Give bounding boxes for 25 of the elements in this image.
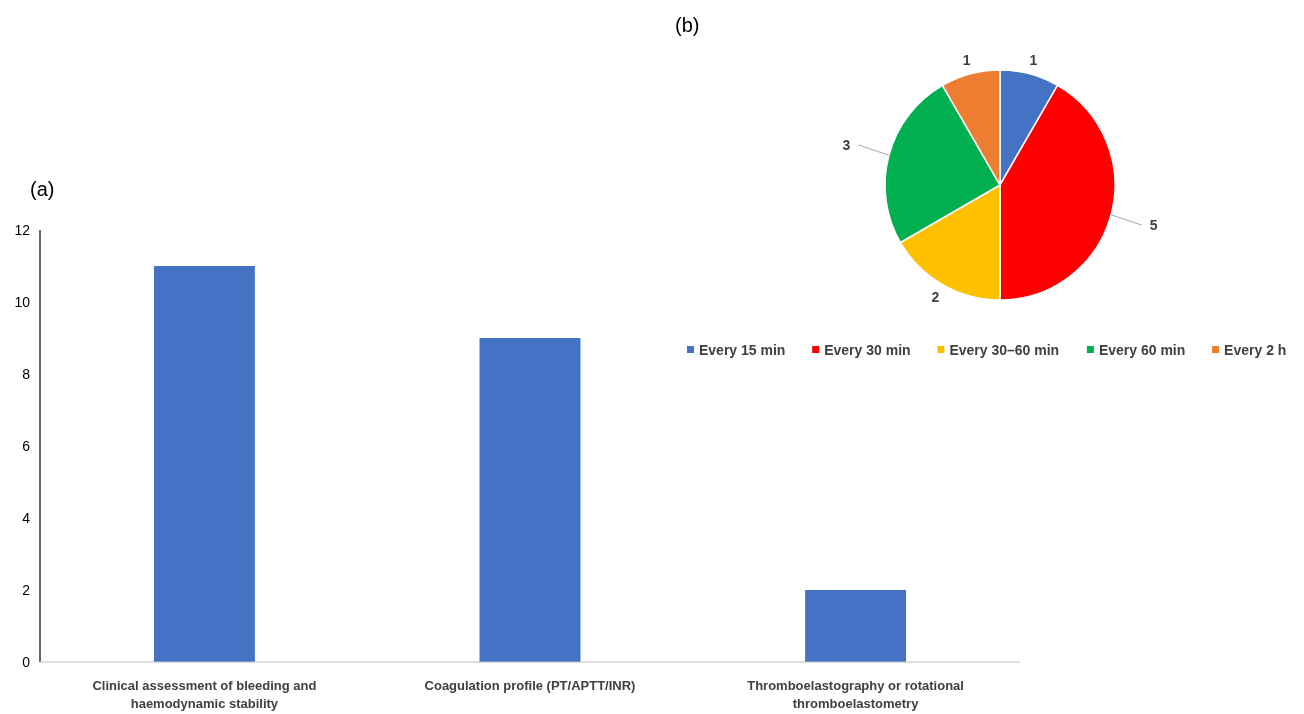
x-tick-label: Clinical assessment of bleeding and haemodynamic stability — [92, 678, 317, 711]
x-tick-label: Thromboelastography or rotational thromboelastometry — [747, 678, 964, 711]
y-tick-label: 12 — [14, 221, 31, 238]
legend-label: Every 60 min — [1098, 341, 1186, 358]
y-tick-label: 4 — [22, 509, 31, 526]
data-label: 3 — [842, 136, 851, 153]
y-tick-label: 0 — [22, 653, 31, 670]
chart-title: (b) — [675, 14, 700, 36]
y-tick-label: 6 — [22, 437, 31, 454]
legend-label: Every 2 h — [1224, 341, 1287, 358]
bar — [153, 266, 255, 662]
data-label: 1 — [1029, 52, 1038, 69]
data-label: 5 — [1149, 217, 1158, 234]
legend-label: Every 30 min — [824, 341, 911, 358]
data-label: 2 — [931, 288, 940, 305]
legend-label: Every 15 min — [699, 341, 786, 358]
legend-label: Every 30–60 min — [949, 341, 1060, 358]
y-tick-label: 8 — [22, 365, 31, 382]
bar — [805, 590, 907, 662]
chart-title: (a) — [30, 178, 55, 200]
data-label: 1 — [962, 52, 971, 69]
x-tick-label: Coagulation profile (PT/APTT/INR) — [424, 678, 636, 693]
bar — [479, 338, 581, 662]
y-tick-label: 2 — [22, 581, 31, 598]
y-tick-label: 10 — [14, 293, 31, 310]
